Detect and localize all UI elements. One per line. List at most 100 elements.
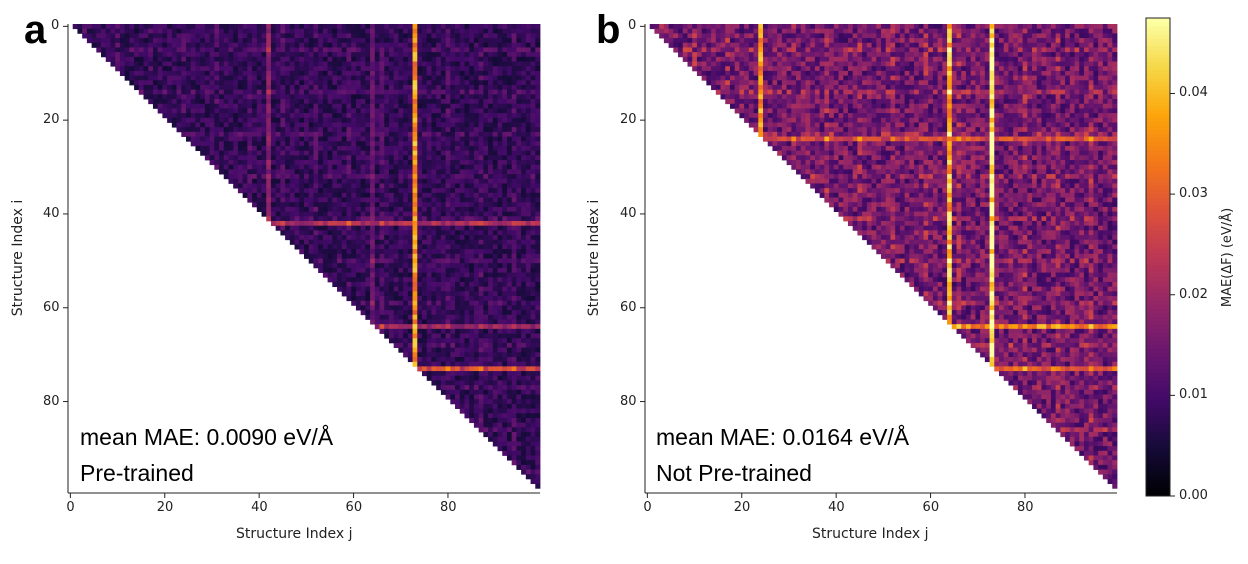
heatmap-cell — [455, 300, 461, 306]
heatmap-cell — [450, 253, 456, 259]
heatmap-cell — [492, 417, 498, 424]
heatmap-cell — [346, 230, 352, 236]
heatmap-cell — [360, 174, 366, 180]
heatmap-cell — [497, 408, 503, 414]
heatmap-cell — [294, 56, 300, 62]
heatmap-cell — [407, 183, 413, 189]
heatmap-cell — [459, 319, 465, 325]
heatmap-cell — [365, 75, 371, 81]
heatmap-cell — [492, 324, 498, 330]
heatmap-cell — [473, 103, 480, 109]
heatmap-cell — [285, 113, 291, 119]
heatmap-cell — [200, 47, 206, 53]
heatmap-cell — [407, 28, 413, 34]
heatmap-cell — [360, 263, 366, 269]
heatmap-cell — [521, 183, 527, 189]
heatmap-cell — [464, 108, 470, 114]
heatmap-cell — [464, 99, 470, 105]
heatmap-cell — [209, 145, 215, 152]
heatmap-cell — [148, 33, 154, 39]
heatmap-cell — [492, 422, 498, 428]
heatmap-cell — [176, 103, 182, 109]
heatmap-cell — [478, 108, 484, 114]
heatmap-cell — [511, 145, 517, 152]
heatmap-cell — [176, 117, 182, 123]
heatmap-cell — [488, 277, 494, 283]
heatmap-cell — [488, 84, 494, 91]
heatmap-cell — [270, 89, 277, 95]
heatmap-cell — [459, 174, 465, 180]
heatmap-cell — [511, 394, 517, 400]
heatmap-cell — [280, 225, 286, 231]
heatmap-cell — [412, 272, 418, 278]
heatmap-cell — [242, 24, 248, 30]
heatmap-cell — [299, 84, 305, 91]
heatmap-cell — [478, 389, 484, 395]
x-axis-title-a: Structure Index j — [236, 526, 353, 542]
heatmap-cell — [464, 56, 470, 62]
heatmap-cell — [445, 42, 451, 48]
heatmap-cell — [497, 361, 503, 367]
heatmap-cell — [398, 338, 404, 344]
heatmap-cell — [478, 38, 484, 44]
heatmap-cell — [82, 24, 88, 30]
heatmap-cell — [313, 263, 319, 269]
heatmap-cell — [308, 258, 314, 264]
heatmap-cell — [436, 33, 442, 39]
heatmap-cell — [351, 291, 357, 297]
heatmap-cell — [469, 258, 475, 264]
heatmap-cell — [351, 103, 357, 109]
heatmap-cell — [488, 141, 494, 147]
heatmap-cell — [228, 136, 234, 142]
heatmap-cell — [143, 28, 149, 34]
heatmap-cell — [426, 80, 432, 86]
heatmap-b-canvas — [640, 24, 1118, 498]
heatmap-cell — [195, 94, 201, 100]
heatmap-cell — [289, 70, 295, 76]
heatmap-cell — [530, 75, 536, 81]
heatmap-cell — [346, 244, 352, 250]
heatmap-cell — [299, 174, 305, 180]
heatmap-cell — [478, 160, 484, 166]
heatmap-cell — [412, 103, 418, 109]
heatmap-cell — [469, 277, 475, 283]
heatmap-cell — [228, 38, 234, 44]
heatmap-cell — [322, 42, 328, 48]
heatmap-cell — [530, 469, 536, 475]
heatmap-cell — [488, 206, 494, 212]
heatmap-cell — [502, 338, 508, 344]
heatmap-cell — [171, 103, 177, 109]
heatmap-cell — [313, 94, 319, 100]
heatmap-cell — [308, 178, 314, 184]
heatmap-cell — [374, 230, 380, 236]
heatmap-cell — [525, 455, 531, 461]
heatmap-cell — [440, 141, 446, 147]
heatmap-cell — [346, 136, 352, 142]
heatmap-cell — [190, 84, 196, 91]
heatmap-cell — [327, 202, 333, 208]
heatmap-cell — [398, 136, 404, 142]
heatmap-cell — [506, 422, 513, 428]
heatmap-cell — [445, 253, 451, 259]
heatmap-cell — [186, 84, 192, 91]
heatmap-cell — [313, 174, 319, 180]
heatmap-cell — [294, 99, 300, 105]
heatmap-cell — [478, 427, 484, 433]
heatmap-cell — [200, 84, 206, 91]
heatmap-cell — [478, 408, 484, 414]
heatmap-cell — [417, 52, 423, 58]
heatmap-cell — [506, 239, 513, 245]
heatmap-cell — [407, 141, 413, 147]
heatmap-cell — [186, 70, 192, 76]
heatmap-cell — [478, 267, 484, 273]
heatmap-cell — [483, 328, 489, 334]
heatmap-cell — [525, 188, 531, 194]
heatmap-cell — [464, 225, 470, 231]
heatmap-cell — [516, 314, 522, 320]
heatmap-cell — [473, 150, 480, 156]
heatmap-cell — [417, 42, 423, 48]
heatmap-cell — [525, 94, 531, 100]
heatmap-cell — [308, 235, 314, 241]
heatmap-cell — [412, 206, 418, 212]
heatmap-cell — [167, 103, 173, 109]
